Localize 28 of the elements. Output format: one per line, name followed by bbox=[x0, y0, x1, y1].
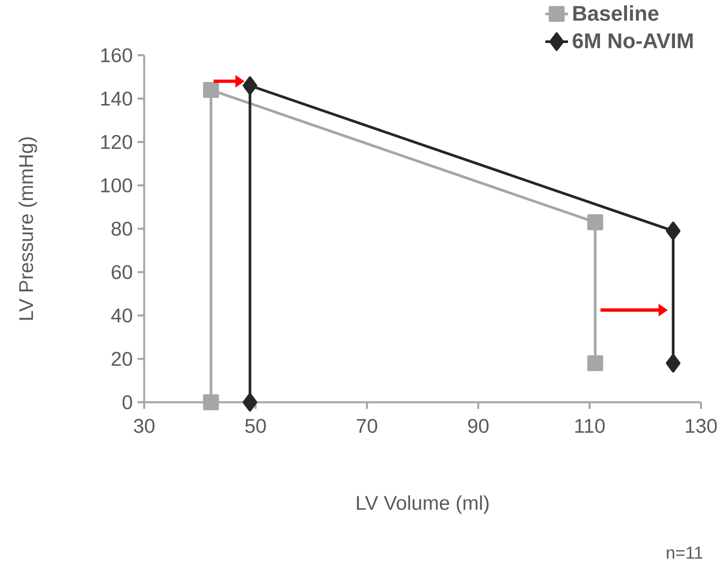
x-tick-label: 30 bbox=[134, 418, 154, 433]
y-axis-title: LV Pressure (mmHg) bbox=[18, 137, 38, 320]
legend-label: Baseline bbox=[573, 5, 658, 21]
y-tick-label: 160 bbox=[101, 48, 132, 62]
x-tick-label: 50 bbox=[245, 418, 266, 433]
point bbox=[587, 214, 604, 230]
y-tick-label: 20 bbox=[112, 352, 132, 366]
text: n=11 bbox=[666, 546, 702, 559]
y-tick-label: 140 bbox=[101, 91, 132, 106]
y-tick-label: 120 bbox=[101, 134, 132, 149]
point bbox=[242, 76, 258, 95]
point bbox=[242, 392, 258, 412]
x-tick-label: 90 bbox=[468, 418, 489, 433]
point bbox=[203, 394, 219, 410]
point bbox=[203, 82, 219, 98]
y-tick-label: 0 bbox=[122, 395, 132, 410]
point bbox=[666, 354, 680, 372]
legend-label: 6M No-AVIM bbox=[572, 33, 693, 48]
y-tick-label: 80 bbox=[112, 222, 132, 236]
point bbox=[666, 222, 680, 240]
x-tick-label: 70 bbox=[356, 418, 378, 433]
x-axis-title: LV Volume (ml) bbox=[356, 495, 489, 514]
x-tick-label: 110 bbox=[575, 418, 605, 433]
point bbox=[587, 355, 604, 372]
x-tick-label: 130 bbox=[686, 418, 717, 433]
y-tick-label: 40 bbox=[111, 308, 132, 322]
y-tick-label: 60 bbox=[112, 264, 132, 280]
y-tick-label: 100 bbox=[101, 178, 132, 192]
